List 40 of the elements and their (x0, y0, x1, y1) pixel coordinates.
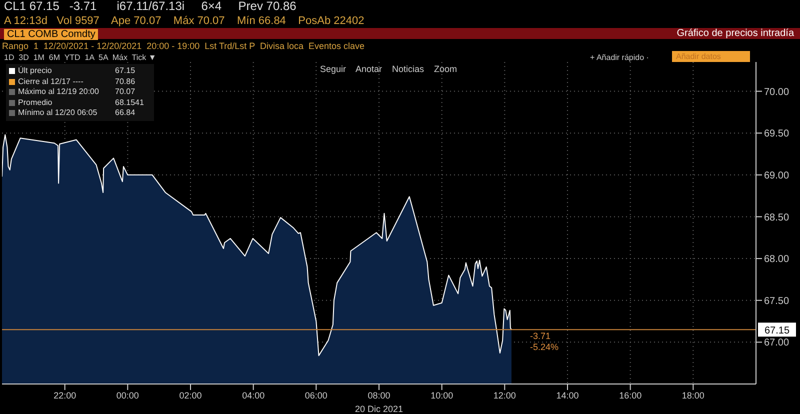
chart-title: Gráfico de precios intradía (676, 28, 794, 39)
annotation: 70.86 (115, 76, 136, 87)
x-tick-label: 00:00 (116, 390, 139, 400)
x-tick-label: 10:00 (430, 390, 454, 400)
annotation: Últ precio (18, 66, 53, 76)
y-tick-label: 67.50 (764, 296, 790, 307)
text: + Añadir rápido · (590, 52, 649, 63)
x-tick-label: 16:00 (619, 390, 642, 400)
x-tick-label: 12:00 (493, 390, 516, 400)
y-tick-label: 67.00 (764, 338, 790, 349)
annotation: Promedio (18, 98, 54, 108)
y-tick-label: 69.50 (764, 128, 790, 140)
text: A 12:13d Vol 9597 Ape 70.07 Máx 70.07 Mín 66.84 PosAb 22402 (4, 15, 364, 27)
annotation: 66.84 (115, 108, 136, 118)
x-tick-label: 14:00 (556, 390, 579, 400)
y-tick-label: 70.00 (764, 86, 790, 98)
y-tick-label: 69.00 (764, 170, 790, 182)
annotation: -5.24% (530, 342, 559, 353)
annotation: Máximo al 12/19 20:00 (18, 87, 100, 98)
text: Rango 1 12/20/2021 - 12/20/2021 20:00 - 19:00 Lst Trd/Lst P Divisa loca Eventos clave (2, 41, 365, 52)
annotation: -3.71 (530, 331, 551, 342)
annotation: Seguir Anotar Noticias Zoom (320, 64, 458, 75)
ref-line-label: 67.15 (764, 326, 790, 337)
x-tick-label: 04:00 (242, 390, 265, 400)
text: 1D 3D 1M 6M YTD 1A 5A Máx Tick ▼ (4, 52, 156, 63)
annotation: 68.1541 (115, 98, 145, 108)
x-tick-label: 22:00 (54, 390, 76, 400)
annotation: 67.15 (115, 66, 136, 76)
annotation: Cierre al 12/17 ---- (18, 76, 84, 87)
x-axis-title: 20 Dic 2021 (354, 404, 404, 414)
x-tick-label: 18:00 (682, 390, 704, 400)
x-tick-label: 02:00 (179, 390, 202, 400)
x-tick-label: 08:00 (368, 390, 390, 400)
annotation: Mínimo al 12/20 06:05 (18, 108, 98, 118)
text: CL1 67.15 -3.71 i67.11/67.13i 6×4 Prev 70.86 (4, 0, 296, 13)
x-tick-label: 06:00 (304, 390, 328, 400)
text: CL1 COMB Comdty (4, 29, 98, 40)
y-tick-label: 68.50 (764, 212, 790, 224)
annotation: 70.07 (115, 87, 136, 98)
y-tick-label: 68.00 (764, 254, 790, 266)
